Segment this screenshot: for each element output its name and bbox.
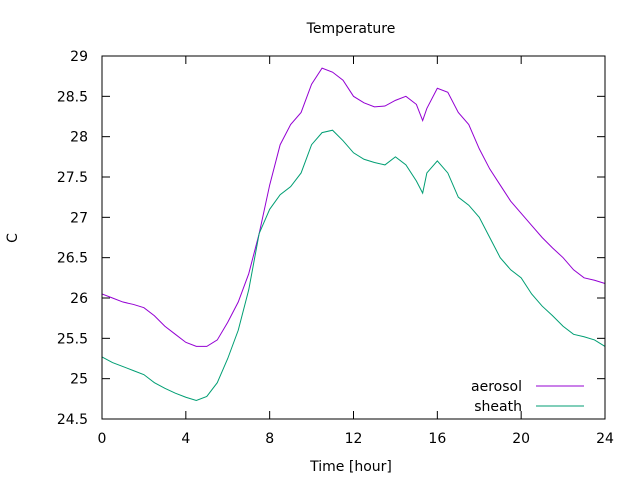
y-tick-label: 26	[70, 291, 88, 307]
legend-label-aerosol: aerosol	[471, 379, 522, 395]
y-tick-label: 25	[70, 372, 88, 388]
plot-frame	[101, 55, 606, 420]
chart-title: Temperature	[306, 21, 396, 37]
legend-label-sheath: sheath	[474, 399, 522, 415]
series-line-aerosol	[101, 67, 606, 347]
y-tick-label: 29	[70, 49, 88, 65]
y-tick-label: 25.5	[57, 331, 88, 347]
y-tick-label: 27.5	[57, 170, 88, 186]
x-tick-label: 16	[428, 431, 446, 447]
x-tick-label: 8	[265, 431, 274, 447]
y-tick-label: 26.5	[57, 251, 88, 267]
x-tick-label: 24	[596, 431, 614, 447]
x-tick-label: 4	[181, 431, 190, 447]
y-axis-label: C	[5, 233, 21, 243]
series-line-sheath	[101, 129, 606, 401]
x-axis-label: Time [hour]	[309, 459, 392, 475]
y-tick-label: 27	[70, 210, 88, 226]
y-tick-label: 24.5	[57, 412, 88, 428]
x-tick-label: 12	[345, 431, 363, 447]
x-tick-label: 20	[512, 431, 530, 447]
y-tick-label: 28	[70, 130, 88, 146]
x-tick-label: 0	[98, 431, 107, 447]
y-tick-label: 28.5	[57, 89, 88, 105]
